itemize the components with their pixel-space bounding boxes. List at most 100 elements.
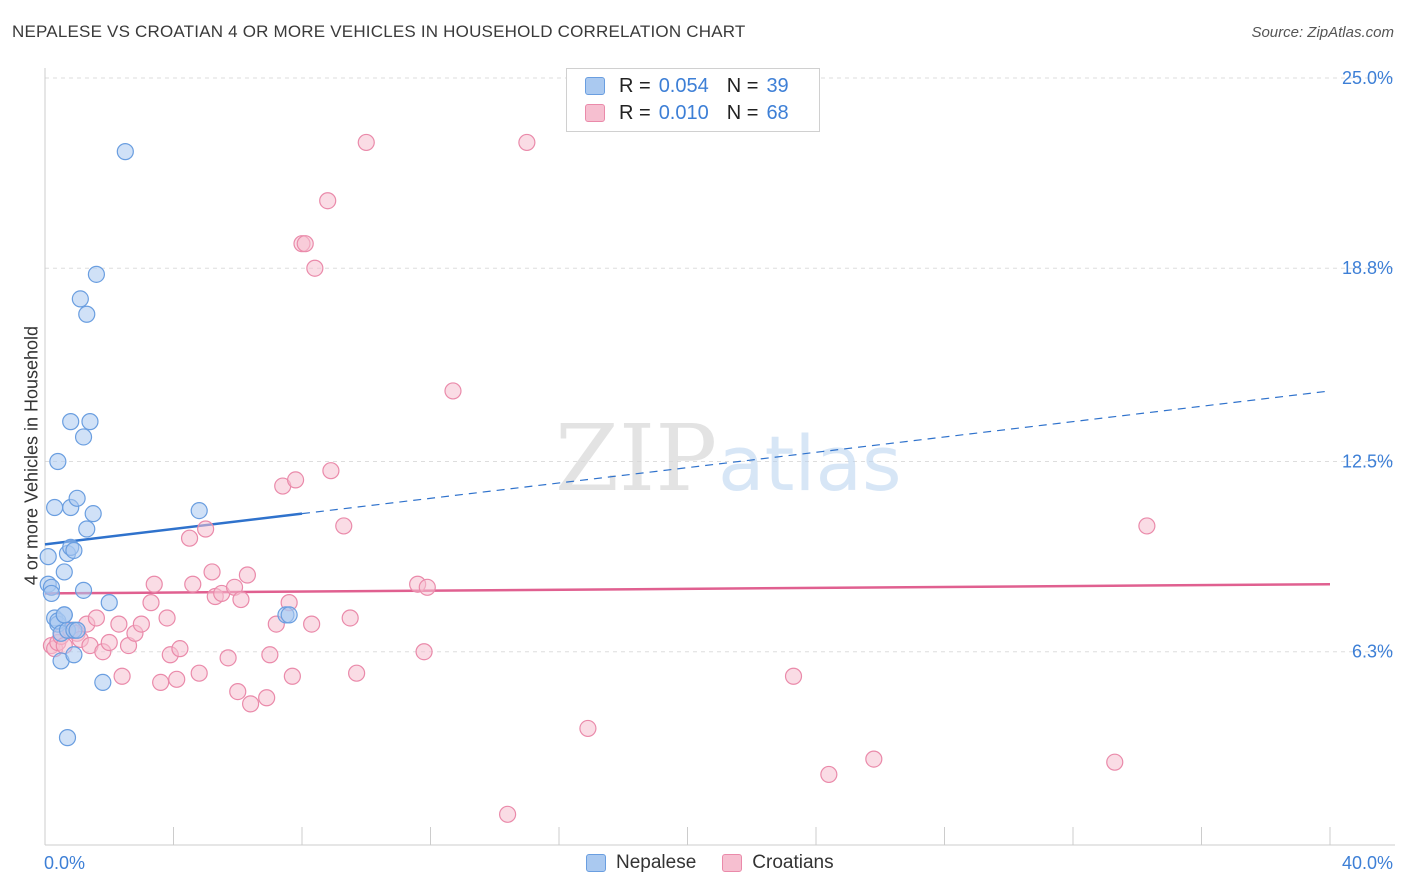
croatians-point xyxy=(190,664,208,682)
nepalese-point xyxy=(100,594,118,612)
croatians-point xyxy=(579,719,597,738)
croatians-point xyxy=(444,382,462,400)
croatians-point xyxy=(87,609,106,627)
croatians-swatch xyxy=(585,104,605,122)
croatians-point xyxy=(110,615,128,633)
nepalese-point xyxy=(71,290,89,308)
croatians-point xyxy=(283,667,301,685)
nepalese-point xyxy=(87,265,106,283)
nepalese-point xyxy=(49,452,67,471)
series-legend: Nepalese Croatians xyxy=(586,852,860,874)
croatians-point xyxy=(168,670,186,688)
nepalese-point xyxy=(55,606,73,624)
croatians-point xyxy=(418,578,436,596)
croatians-point xyxy=(335,517,353,535)
croatians-point xyxy=(219,649,237,667)
croatians-point xyxy=(499,805,517,823)
nepalese-point xyxy=(68,489,86,507)
croatians-point xyxy=(180,529,199,547)
x-tick-label-min: 0.0% xyxy=(44,853,85,873)
croatians-point xyxy=(322,462,340,480)
legend-row-nepalese: R = 0.054 N = 39 xyxy=(585,74,789,98)
croatians-point xyxy=(296,235,314,253)
croatians-point xyxy=(232,590,250,609)
croatians-point xyxy=(518,133,536,152)
croatians-point xyxy=(258,689,276,707)
croatians-point xyxy=(865,750,883,768)
n-label: N = xyxy=(726,101,759,124)
croatians-point xyxy=(357,133,375,152)
r-label: R = xyxy=(619,74,651,97)
croatians-point xyxy=(100,633,118,652)
nepalese-point xyxy=(116,143,134,161)
nepalese-point xyxy=(78,305,96,323)
y-tick-label: 18.8% xyxy=(1342,258,1393,278)
croatians-point xyxy=(158,609,176,627)
nepalese-point xyxy=(74,581,93,599)
trend-lines xyxy=(44,390,1331,595)
nepalese-point xyxy=(65,646,83,664)
y-tick-label: 6.3% xyxy=(1352,642,1393,662)
nepalese-trend-extension xyxy=(301,390,1331,515)
y-axis-label: 4 or more Vehicles in Household xyxy=(21,325,42,586)
croatians-point xyxy=(286,471,305,489)
nepalese-point xyxy=(65,541,83,560)
n-label: N = xyxy=(726,74,759,97)
chart-title: NEPALESE VS CROATIAN 4 OR MORE VEHICLES … xyxy=(12,22,746,41)
nepalese-point xyxy=(55,563,73,581)
legend-item-croatians: Croatians xyxy=(722,852,834,874)
nepalese-point xyxy=(81,413,99,431)
croatians-point xyxy=(142,594,160,612)
nepalese-trend-line xyxy=(44,512,303,546)
y-tick-label: 25.0% xyxy=(1342,68,1393,88)
croatians-point xyxy=(319,192,337,210)
croatians-point xyxy=(784,667,803,685)
croatians-point xyxy=(820,765,838,784)
watermark-atlas: atlas xyxy=(718,419,902,508)
croatians-point xyxy=(1138,517,1156,535)
nepalese-point xyxy=(280,606,298,624)
croatians-point xyxy=(303,615,321,633)
croatians-point xyxy=(242,695,260,713)
nepalese-point xyxy=(46,498,64,517)
nepalese-n-value: 39 xyxy=(766,74,789,97)
croatians-n-value: 68 xyxy=(766,101,789,124)
tick-labels: 6.3% 12.5% 18.8% 25.0% 0.0% 40.0% xyxy=(44,68,1393,873)
x-tick-label-max: 40.0% xyxy=(1342,853,1393,873)
nepalese-swatch xyxy=(585,77,605,95)
croatians-point xyxy=(171,640,189,658)
croatians-legend-label: Croatians xyxy=(752,852,834,873)
croatians-point xyxy=(113,667,131,685)
nepalese-point xyxy=(42,584,61,603)
nepalese-point xyxy=(78,520,96,538)
nepalese-point xyxy=(74,428,93,446)
croatians-point xyxy=(306,259,324,277)
croatians-point xyxy=(152,673,170,691)
y-tick-label: 12.5% xyxy=(1342,452,1393,472)
croatians-trend-line xyxy=(44,582,1331,595)
source-label: Source: ZipAtlas.com xyxy=(1251,24,1394,41)
nepalese-point xyxy=(84,505,102,523)
croatians-point xyxy=(1106,753,1124,771)
croatians-r-value: 0.010 xyxy=(658,101,709,124)
legend-row-croatians: R = 0.010 N = 68 xyxy=(585,101,789,125)
nepalese-point xyxy=(58,729,77,747)
croatians-point xyxy=(229,682,247,701)
legend-item-nepalese: Nepalese xyxy=(586,852,696,874)
gridlines xyxy=(45,77,1395,653)
croatians-point xyxy=(145,575,163,593)
nepalese-point xyxy=(68,621,86,639)
croatians-point xyxy=(238,566,256,584)
nepalese-point xyxy=(39,548,57,566)
nepalese-legend-label: Nepalese xyxy=(616,852,697,873)
croatians-point xyxy=(184,575,202,593)
stats-legend: R = 0.054 N = 39 R = 0.010 N = 68 xyxy=(566,68,820,132)
croatians-point xyxy=(415,643,433,661)
nepalese-point xyxy=(190,501,208,520)
croatians-point xyxy=(341,609,359,627)
croatians-point xyxy=(261,646,279,664)
croatians-point xyxy=(132,615,150,633)
nepalese-r-value: 0.054 xyxy=(658,74,709,97)
nepalese-point xyxy=(94,673,112,691)
